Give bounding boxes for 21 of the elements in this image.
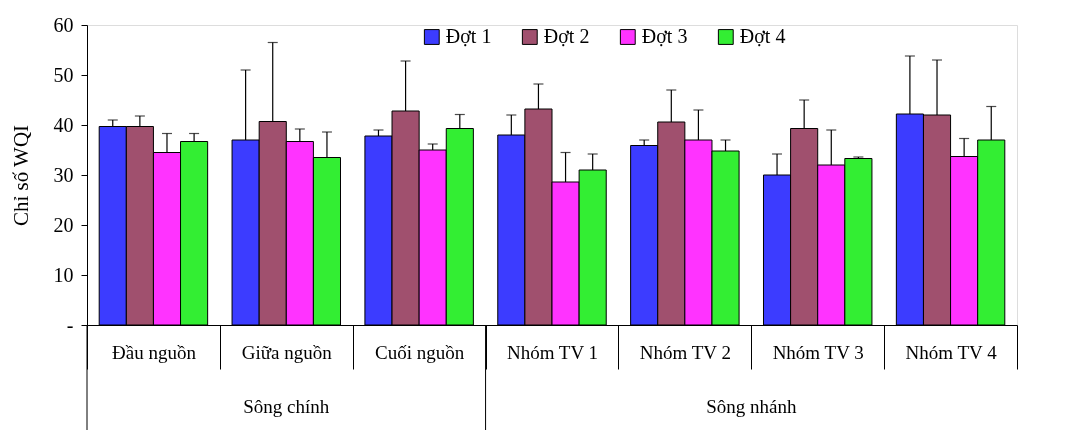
- y-axis-title: Chỉ số WQI: [8, 124, 33, 227]
- text: Sông chính: [243, 396, 330, 417]
- text: Sông nhánh: [706, 396, 797, 417]
- y-tick-label: 50: [53, 63, 74, 86]
- x-tick-label: Giữa nguồn: [241, 341, 333, 363]
- y-tick-label: 30: [53, 163, 74, 186]
- y-tick-label: -: [66, 313, 74, 336]
- y-tick-label: 10: [53, 263, 74, 286]
- x-tick-label: Nhóm TV 4: [905, 341, 998, 363]
- y-tick-label: 20: [53, 213, 74, 236]
- legend-label: Đợt 3: [641, 25, 688, 47]
- x-tick-label: Cuối nguồn: [375, 341, 465, 363]
- legend-label: Đợt 4: [739, 25, 786, 47]
- legend-label: Đợt 2: [543, 25, 590, 47]
- legend-label: Đợt 1: [445, 25, 492, 47]
- y-tick-label: 60: [53, 13, 74, 36]
- y-tick-label: 40: [53, 113, 74, 136]
- x-tick-label: Nhóm TV 1: [506, 341, 599, 363]
- x-tick-label: Nhóm TV 2: [639, 341, 731, 363]
- x-tick-label: Đầu nguồn: [111, 341, 197, 363]
- x-tick-label: Nhóm TV 3: [772, 341, 864, 363]
